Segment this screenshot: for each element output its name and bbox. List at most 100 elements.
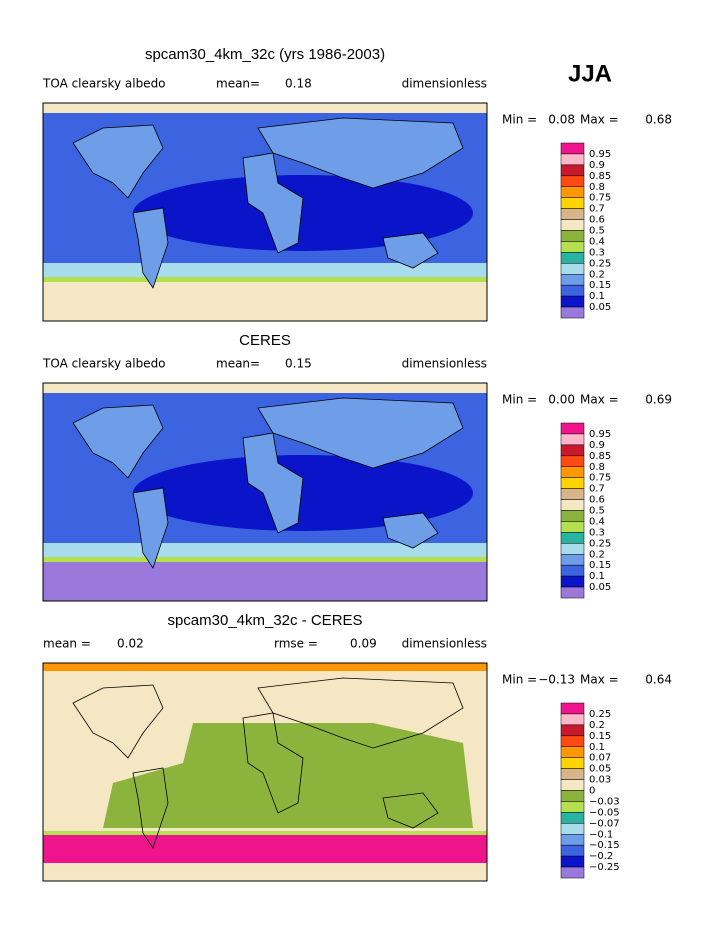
max-label: Max = — [580, 393, 619, 407]
colorbar-label: 0.6 — [589, 495, 605, 506]
colorbar-box — [560, 724, 585, 737]
min-label: Min = — [502, 393, 537, 407]
map — [42, 662, 488, 882]
ocean-region — [133, 455, 473, 531]
map-frame — [42, 102, 488, 322]
units-label: dimensionless — [402, 77, 487, 91]
land — [257, 117, 464, 189]
colorbar-label: 0.75 — [589, 193, 611, 204]
polar-band — [43, 835, 487, 863]
colorbar-label: 0.4 — [589, 516, 605, 527]
max-value: 0.68 — [645, 113, 672, 127]
colorbar-label: 0.25 — [589, 709, 611, 720]
colorbar-box — [560, 284, 585, 297]
colorbar-label: 0.5 — [589, 226, 605, 237]
colorbar-box — [560, 444, 585, 457]
max-label: Max = — [580, 673, 619, 687]
colorbar-box — [560, 153, 585, 166]
stat-label: rmse = — [274, 637, 318, 651]
units-label: dimensionless — [402, 637, 487, 651]
land — [72, 124, 164, 199]
colorbar-label: 0.2 — [589, 720, 605, 731]
colorbar-label: 0.85 — [589, 451, 611, 462]
colorbar-box — [560, 801, 585, 813]
colorbar-box — [560, 466, 585, 478]
stat-label: mean= — [216, 77, 260, 91]
colorbar-label: 0.9 — [589, 440, 605, 451]
min-value: 0.00 — [548, 393, 575, 407]
colorbar-label: 0.95 — [589, 149, 611, 160]
colorbar-box — [560, 510, 585, 522]
band — [43, 557, 487, 562]
colorbar-box — [560, 208, 585, 220]
max-label: Max = — [580, 113, 619, 127]
band — [43, 831, 487, 835]
band — [43, 543, 487, 557]
land — [242, 432, 304, 534]
colorbar-label: 0.15 — [589, 560, 611, 571]
colorbar-label: 0.9 — [589, 160, 605, 171]
land — [132, 487, 169, 569]
min-label: Min = — [502, 673, 537, 687]
polar-band — [43, 103, 487, 113]
colorbar-label: 0.15 — [589, 280, 611, 291]
polar-band — [43, 562, 487, 601]
map — [42, 102, 488, 322]
colorbar-box — [560, 735, 585, 747]
colorbar-box — [560, 702, 585, 715]
colorbar-box — [560, 175, 585, 187]
colorbar-box — [560, 422, 585, 435]
land — [72, 684, 164, 759]
colorbar-label: 0.1 — [589, 571, 605, 582]
land — [382, 232, 439, 269]
stat-value: 0.15 — [285, 357, 312, 371]
max-value: 0.64 — [645, 673, 672, 687]
colorbar-box — [560, 274, 585, 286]
colorbar-box — [560, 866, 585, 879]
colorbar-label: 0.7 — [589, 484, 605, 495]
panel-title: spcam30_4km_32c (yrs 1986-2003) — [145, 46, 385, 63]
land — [257, 677, 464, 749]
colorbar-label: −0.1 — [589, 829, 613, 840]
colorbar-box — [560, 142, 585, 155]
land — [132, 207, 169, 289]
variable-label: TOA clearsky albedo — [42, 77, 166, 91]
colorbar-label: −0.03 — [589, 796, 620, 807]
colorbar-label: −0.2 — [589, 851, 613, 862]
colorbar-box — [560, 834, 585, 846]
colorbar-label: 0.5 — [589, 506, 605, 517]
polar-band — [43, 282, 487, 321]
colorbar-box — [560, 186, 585, 198]
colorbar-box — [560, 521, 585, 533]
stat-label: mean= — [216, 357, 260, 371]
colorbar-label: 0.1 — [589, 742, 605, 753]
panel-title: CERES — [239, 332, 291, 349]
land — [242, 712, 304, 814]
colorbar-box — [560, 575, 585, 588]
land — [382, 512, 439, 549]
colorbar-label: 0.03 — [589, 775, 611, 786]
colorbar-label: 0.3 — [589, 527, 605, 538]
colorbar-box — [560, 263, 585, 275]
colorbar-label: 0.05 — [589, 764, 611, 775]
band — [43, 277, 487, 282]
min-value: −0.13 — [538, 673, 575, 687]
min-value: 0.08 — [548, 113, 575, 127]
ocean-region — [133, 175, 473, 251]
colorbar-box — [560, 219, 585, 231]
colorbar-label: −0.07 — [589, 818, 620, 829]
colorbar-label: 0.85 — [589, 171, 611, 182]
land — [382, 792, 439, 829]
season-label: JJA — [568, 60, 612, 87]
land — [132, 767, 169, 849]
colorbar-box — [560, 746, 585, 758]
colorbar-box — [560, 757, 585, 769]
colorbar-label: 0.07 — [589, 753, 611, 764]
colorbar-label: 0.75 — [589, 473, 611, 484]
colorbar-box — [560, 532, 585, 544]
colorbar-label: 0.05 — [589, 582, 611, 593]
colorbar-label: 0.2 — [589, 549, 605, 560]
colorbar-box — [560, 477, 585, 489]
